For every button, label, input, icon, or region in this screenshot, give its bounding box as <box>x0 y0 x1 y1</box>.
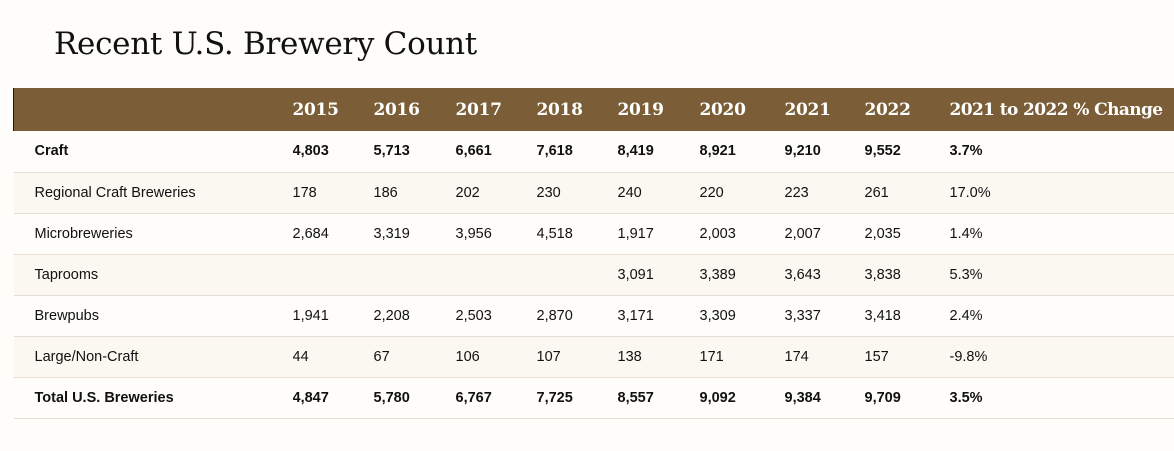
value-cell: 1,941 <box>292 307 329 324</box>
value-cell: 261 <box>864 184 889 201</box>
value-cell: 8,921 <box>699 143 736 160</box>
row-label: Large/Non-Craft <box>34 348 139 365</box>
value-cell: 4,803 <box>292 143 329 160</box>
value-cell: 6,767 <box>455 389 492 406</box>
value-cell: 171 <box>699 348 724 365</box>
header-cell-2019: 2019 <box>617 99 664 120</box>
value-cell: 3,309 <box>699 307 736 324</box>
table-header-row: 2015 2016 2017 2018 2019 2020 2021 2022 … <box>13 88 1174 131</box>
value-cell <box>374 254 456 295</box>
value-cell: 9,552 <box>864 143 901 160</box>
header-cell-2016: 2016 <box>373 99 420 120</box>
value-cell: 230 <box>536 184 561 201</box>
header-cell-label <box>13 88 293 131</box>
value-cell: 2,007 <box>784 225 821 242</box>
table-row: Total U.S. Breweries 4,847 5,780 6,767 7,725… <box>13 377 1174 418</box>
page-title: Recent U.S. Brewery Count <box>54 26 477 62</box>
value-cell: 178 <box>292 184 317 201</box>
value-cell: 3,838 <box>864 266 901 283</box>
value-cell: 220 <box>699 184 724 201</box>
value-cell: 4,518 <box>536 225 573 242</box>
value-cell: 9,210 <box>784 143 821 160</box>
table-row: Taprooms 3,091 3,389 3,643 3,838 5.3% <box>13 254 1174 295</box>
value-cell: 3,643 <box>784 266 821 283</box>
value-cell <box>456 254 537 295</box>
row-label: Brewpubs <box>34 307 99 324</box>
value-cell: 186 <box>373 184 398 201</box>
row-label: Taprooms <box>34 266 99 283</box>
value-cell: 2,503 <box>455 307 492 324</box>
row-label: Regional Craft Breweries <box>34 184 196 201</box>
change-cell: 2.4% <box>949 307 983 324</box>
value-cell: 2,003 <box>699 225 736 242</box>
header-cell-2020: 2020 <box>699 99 746 120</box>
value-cell: 6,661 <box>455 143 492 160</box>
header-cell-2018: 2018 <box>536 99 583 120</box>
value-cell: 3,337 <box>784 307 821 324</box>
row-label: Craft <box>34 143 69 160</box>
value-cell: 2,208 <box>373 307 410 324</box>
value-cell: 240 <box>617 184 642 201</box>
value-cell: 9,709 <box>864 389 901 406</box>
value-cell <box>293 254 374 295</box>
change-cell: 5.3% <box>949 266 983 283</box>
header-cell-2021: 2021 <box>784 99 831 120</box>
value-cell: 3,418 <box>864 307 901 324</box>
value-cell: 138 <box>617 348 642 365</box>
value-cell: 3,319 <box>373 225 410 242</box>
value-cell: 3,171 <box>617 307 654 324</box>
value-cell: 9,092 <box>699 389 736 406</box>
value-cell: 2,870 <box>536 307 573 324</box>
value-cell: 202 <box>455 184 480 201</box>
value-cell: 8,557 <box>617 389 654 406</box>
value-cell: 5,713 <box>373 143 410 160</box>
table-row: Craft 4,803 5,713 6,661 7,618 8,419 8,921 9,210… <box>13 131 1174 172</box>
table-row: Regional Craft Breweries 178 186 202 230 240 2… <box>13 172 1174 213</box>
value-cell: 106 <box>455 348 480 365</box>
value-cell: 9,384 <box>784 389 821 406</box>
row-label: Microbreweries <box>34 225 133 242</box>
value-cell: 44 <box>292 348 309 365</box>
change-cell: 17.0% <box>949 184 991 201</box>
header-cell-2015: 2015 <box>292 99 339 120</box>
value-cell: 4,847 <box>292 389 329 406</box>
value-cell <box>537 254 618 295</box>
change-cell: -9.8% <box>949 348 988 365</box>
value-cell: 3,389 <box>699 266 736 283</box>
value-cell: 3,956 <box>455 225 492 242</box>
row-label: Total U.S. Breweries <box>34 389 174 406</box>
value-cell: 223 <box>784 184 809 201</box>
value-cell: 107 <box>536 348 561 365</box>
value-cell: 3,091 <box>617 266 654 283</box>
change-cell: 1.4% <box>949 225 983 242</box>
value-cell: 7,618 <box>536 143 573 160</box>
value-cell: 7,725 <box>536 389 573 406</box>
value-cell: 157 <box>864 348 889 365</box>
value-cell: 5,780 <box>373 389 410 406</box>
header-cell-2017: 2017 <box>455 99 502 120</box>
value-cell: 67 <box>373 348 390 365</box>
value-cell: 1,917 <box>617 225 654 242</box>
header-cell-2022: 2022 <box>864 99 911 120</box>
brewery-count-table: 2015 2016 2017 2018 2019 2020 2021 2022 … <box>13 88 1174 419</box>
value-cell: 8,419 <box>617 143 654 160</box>
table-row: Brewpubs 1,941 2,208 2,503 2,870 3,171 3,309 3,… <box>13 295 1174 336</box>
table-body: Craft 4,803 5,713 6,661 7,618 8,419 8,921 9,210… <box>13 131 1174 418</box>
table-row: Large/Non-Craft 44 67 106 107 138 171 174 157 -9.… <box>13 336 1174 377</box>
header-cell-change: 2021 to 2022 % Change <box>949 99 1164 120</box>
value-cell: 2,035 <box>864 225 901 242</box>
change-cell: 3.5% <box>949 389 983 406</box>
value-cell: 174 <box>784 348 809 365</box>
value-cell: 2,684 <box>292 225 329 242</box>
change-cell: 3.7% <box>949 143 983 160</box>
table-row: Microbreweries 2,684 3,319 3,956 4,518 1,917 2… <box>13 213 1174 254</box>
